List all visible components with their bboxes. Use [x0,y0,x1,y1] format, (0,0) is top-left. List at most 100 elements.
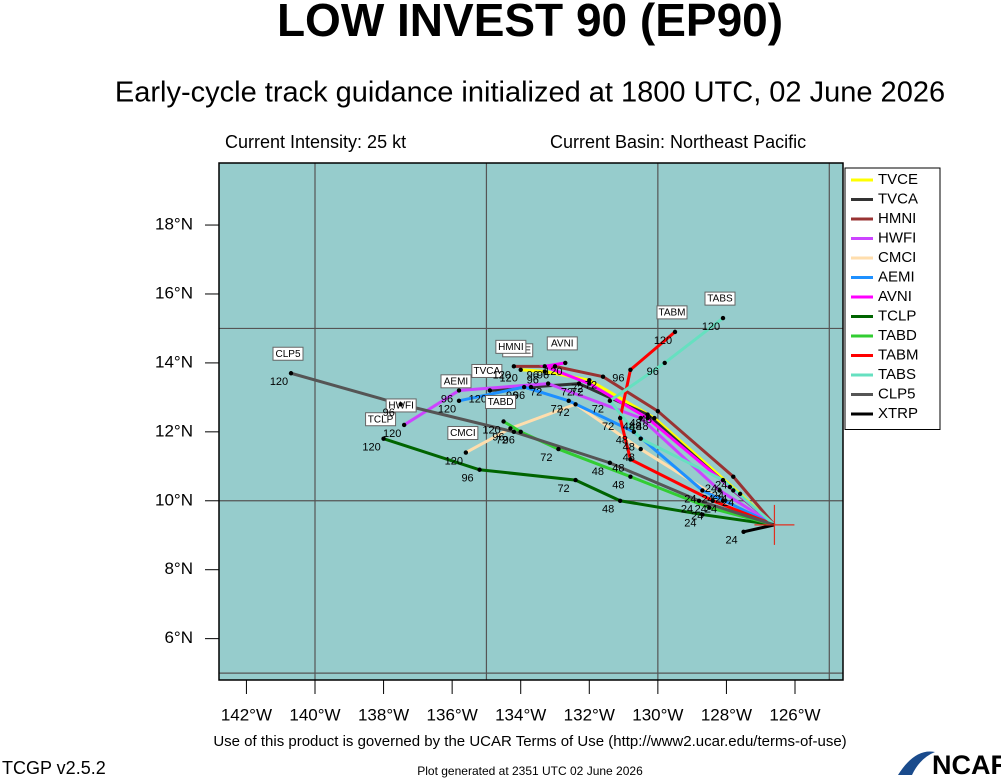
track-point [645,412,650,417]
track-point [655,408,661,414]
tau-label: 120 [654,335,672,347]
tau-label: 96 [503,435,515,447]
track-point [487,388,493,393]
track-point [401,422,407,428]
logo-text: NCAR [932,750,1001,780]
tracks: 24487296120TVCE24487296120TVCA2448729612… [219,163,843,680]
track-point [511,429,517,435]
track-point [545,381,551,386]
tau-label: 72 [561,386,573,398]
tau-label: 120 [544,366,562,378]
tau-label: 72 [551,404,563,416]
track-point [398,402,403,407]
tau-label: 72 [571,383,583,395]
model-tag [471,363,503,378]
x-tick-label: 134°W [495,705,546,724]
track-point [720,477,726,483]
track-point [672,329,678,335]
tau-label: 72 [557,407,569,419]
x-tick-label: 138°W [358,705,409,724]
track-point [652,415,657,421]
tau-label: 120 [500,373,518,385]
tau-label: 72 [571,386,583,398]
legend-label: TVCA [878,190,918,207]
tau-label: 48 [616,435,628,447]
tau-label: 48 [612,480,624,492]
terms: Use of this product is governed by the U… [213,733,846,750]
tau-label: 48 [623,421,635,433]
track-point [617,498,623,503]
model-tag-label: TVCA [474,366,501,377]
y-tick-label: 18°N [155,215,193,234]
chart-title: LOW INVEST 90 (EP90) [277,0,783,46]
legend-box [844,167,941,430]
tau-label: 24 [715,480,727,492]
tau-label: 120 [493,369,511,381]
track-point [720,315,726,321]
tau-label: 48 [602,504,614,516]
tau-label: 24 [681,504,693,516]
tau-label: 120 [702,321,720,333]
chart-subtitle: Early-cycle track guidance initialized a… [115,77,945,109]
track-point [645,415,650,421]
tau-label: 24 [705,504,717,516]
legend-label: HWFI [878,229,916,246]
tau-label: 120 [482,424,500,436]
model-tag-label: TABD [488,397,514,408]
track-start [698,499,775,527]
tau-label: 48 [629,418,641,430]
track-point [607,398,613,404]
tau-label: 48 [612,462,624,474]
basin: Current Basin: Northeast Pacific [550,132,806,152]
track-point [542,369,547,374]
tau-label: 96 [537,369,549,381]
tau-label: 96 [441,393,453,405]
tau-label: 72 [557,483,569,495]
tau-label: 48 [636,421,648,433]
x-tick-label: 142°W [221,705,272,724]
tau-label: 120 [362,442,380,454]
model-tag [365,412,397,427]
tau-label: 24 [684,493,696,505]
model-tag-label: TABM [658,308,685,319]
track-point [696,498,702,503]
track-point [731,474,736,479]
tau-label: 48 [623,442,635,454]
legend-label: CLP5 [878,385,916,402]
model-tag-label: HMNI [498,342,524,353]
track-point [552,364,558,369]
track-point [556,446,561,452]
legend-label: XTRP [878,405,918,422]
tau-label: 24 [701,493,713,505]
legend-label: TABM [878,346,919,363]
x-tick-label: 132°W [564,705,615,724]
legend-label: TABS [878,366,916,383]
model-tag [272,346,304,361]
tau-label: 72 [602,421,614,433]
track-point [737,491,743,497]
plot-frame [218,162,844,681]
track-start [743,523,775,534]
track-point [731,488,736,493]
tau-label: 24 [705,483,717,495]
track-point [542,364,547,369]
track-point [521,384,527,390]
track-point [662,360,667,366]
tau-label: 72 [530,386,542,398]
model-tag-label: CLP5 [275,349,300,360]
model-tag-label: TABS [707,294,733,305]
track-point [707,505,712,510]
tau-label: 72 [540,452,552,464]
track-point [573,402,578,407]
tau-label: 96 [647,366,659,378]
track-point [501,419,506,424]
model-tag [495,339,527,354]
track-point [741,529,746,534]
y-tick-label: 12°N [155,421,193,440]
y-tick-label: 8°N [164,559,193,578]
tau-label: 120 [445,455,463,467]
track-point [628,367,633,372]
tau-label: 96 [383,407,395,419]
tau-label: 120 [438,404,456,416]
